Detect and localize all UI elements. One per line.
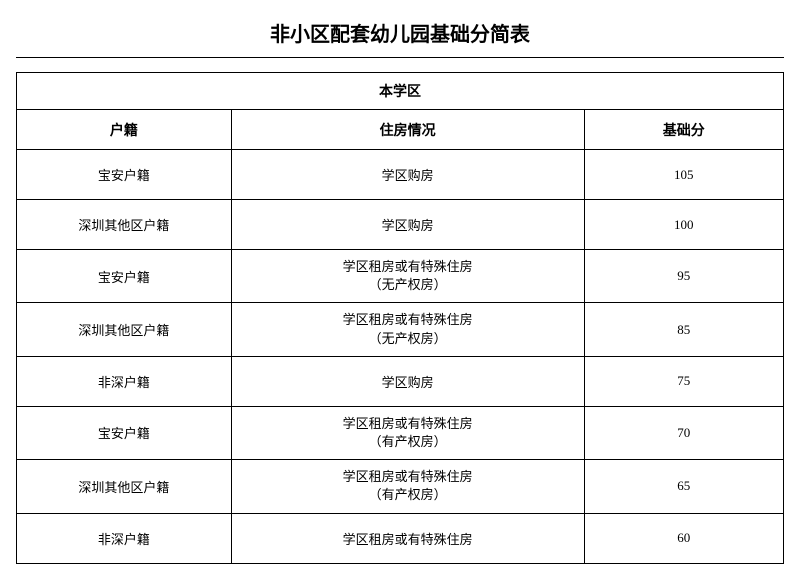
section-header: 本学区 (17, 73, 784, 110)
cell-score: 100 (584, 200, 783, 250)
cell-huji: 非深户籍 (17, 513, 232, 563)
cell-zhufang: 学区租房或有特殊住房（有产权房） (231, 406, 584, 459)
cell-zhufang: 学区租房或有特殊住房（有产权房） (231, 460, 584, 513)
cell-score: 60 (584, 513, 783, 563)
cell-zhufang: 学区租房或有特殊住房 (231, 513, 584, 563)
cell-huji: 深圳其他区户籍 (17, 303, 232, 356)
col-header-score: 基础分 (584, 110, 783, 150)
cell-zhufang: 学区购房 (231, 200, 584, 250)
cell-huji: 宝安户籍 (17, 250, 232, 303)
cell-zhufang: 学区租房或有特殊住房（无产权房） (231, 303, 584, 356)
cell-huji: 宝安户籍 (17, 150, 232, 200)
cell-score: 75 (584, 356, 783, 406)
section-header-row: 本学区 (17, 73, 784, 110)
table-row: 宝安户籍 学区租房或有特殊住房（无产权房） 95 (17, 250, 784, 303)
col-header-huji: 户籍 (17, 110, 232, 150)
cell-huji: 非深户籍 (17, 356, 232, 406)
cell-score: 105 (584, 150, 783, 200)
column-header-row: 户籍 住房情况 基础分 (17, 110, 784, 150)
page-title: 非小区配套幼儿园基础分简表 (16, 12, 784, 58)
cell-huji: 深圳其他区户籍 (17, 460, 232, 513)
cell-score: 70 (584, 406, 783, 459)
cell-score: 65 (584, 460, 783, 513)
table-row: 宝安户籍 学区租房或有特殊住房（有产权房） 70 (17, 406, 784, 459)
table-row: 深圳其他区户籍 学区租房或有特殊住房（无产权房） 85 (17, 303, 784, 356)
cell-huji: 宝安户籍 (17, 406, 232, 459)
table-row: 非深户籍 学区购房 75 (17, 356, 784, 406)
cell-score: 85 (584, 303, 783, 356)
cell-zhufang: 学区购房 (231, 356, 584, 406)
cell-zhufang: 学区购房 (231, 150, 584, 200)
score-table: 本学区 户籍 住房情况 基础分 宝安户籍 学区购房 105 深圳其他区户籍 学区… (16, 72, 784, 564)
table-row: 宝安户籍 学区购房 105 (17, 150, 784, 200)
table-row: 深圳其他区户籍 学区租房或有特殊住房（有产权房） 65 (17, 460, 784, 513)
table-row: 深圳其他区户籍 学区购房 100 (17, 200, 784, 250)
cell-zhufang: 学区租房或有特殊住房（无产权房） (231, 250, 584, 303)
cell-score: 95 (584, 250, 783, 303)
col-header-zhufang: 住房情况 (231, 110, 584, 150)
table-row: 非深户籍 学区租房或有特殊住房 60 (17, 513, 784, 563)
cell-huji: 深圳其他区户籍 (17, 200, 232, 250)
